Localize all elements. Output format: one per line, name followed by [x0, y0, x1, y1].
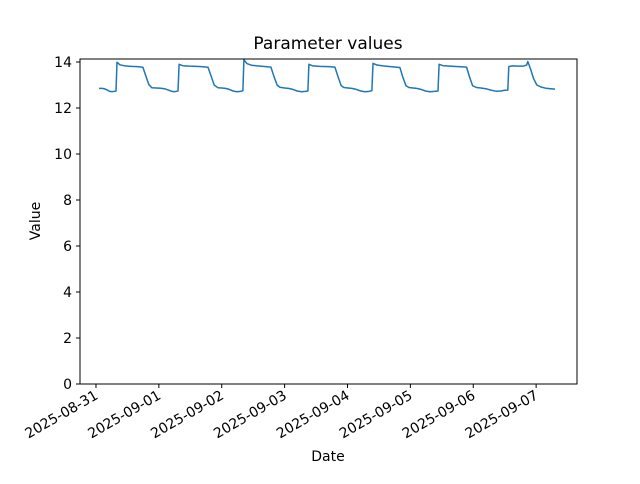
- x-axis-label: Date: [311, 449, 344, 465]
- y-tick-label: 0: [63, 377, 72, 393]
- y-tick-label: 2: [63, 331, 72, 347]
- y-tick-label: 12: [54, 101, 72, 117]
- plot-border: [79, 58, 578, 385]
- y-tick-label: 4: [63, 285, 72, 301]
- y-tick-label: 6: [63, 239, 72, 255]
- series-line: [99, 58, 556, 93]
- y-axis-ticks: 0 2 4 6 8 10 12 14: [54, 55, 80, 393]
- y-tick-label: 8: [63, 193, 72, 209]
- y-tick-label: 14: [54, 55, 72, 71]
- y-axis-label: Value: [28, 202, 44, 240]
- y-tick-label: 10: [54, 147, 72, 163]
- chart-title: Parameter values: [253, 34, 402, 54]
